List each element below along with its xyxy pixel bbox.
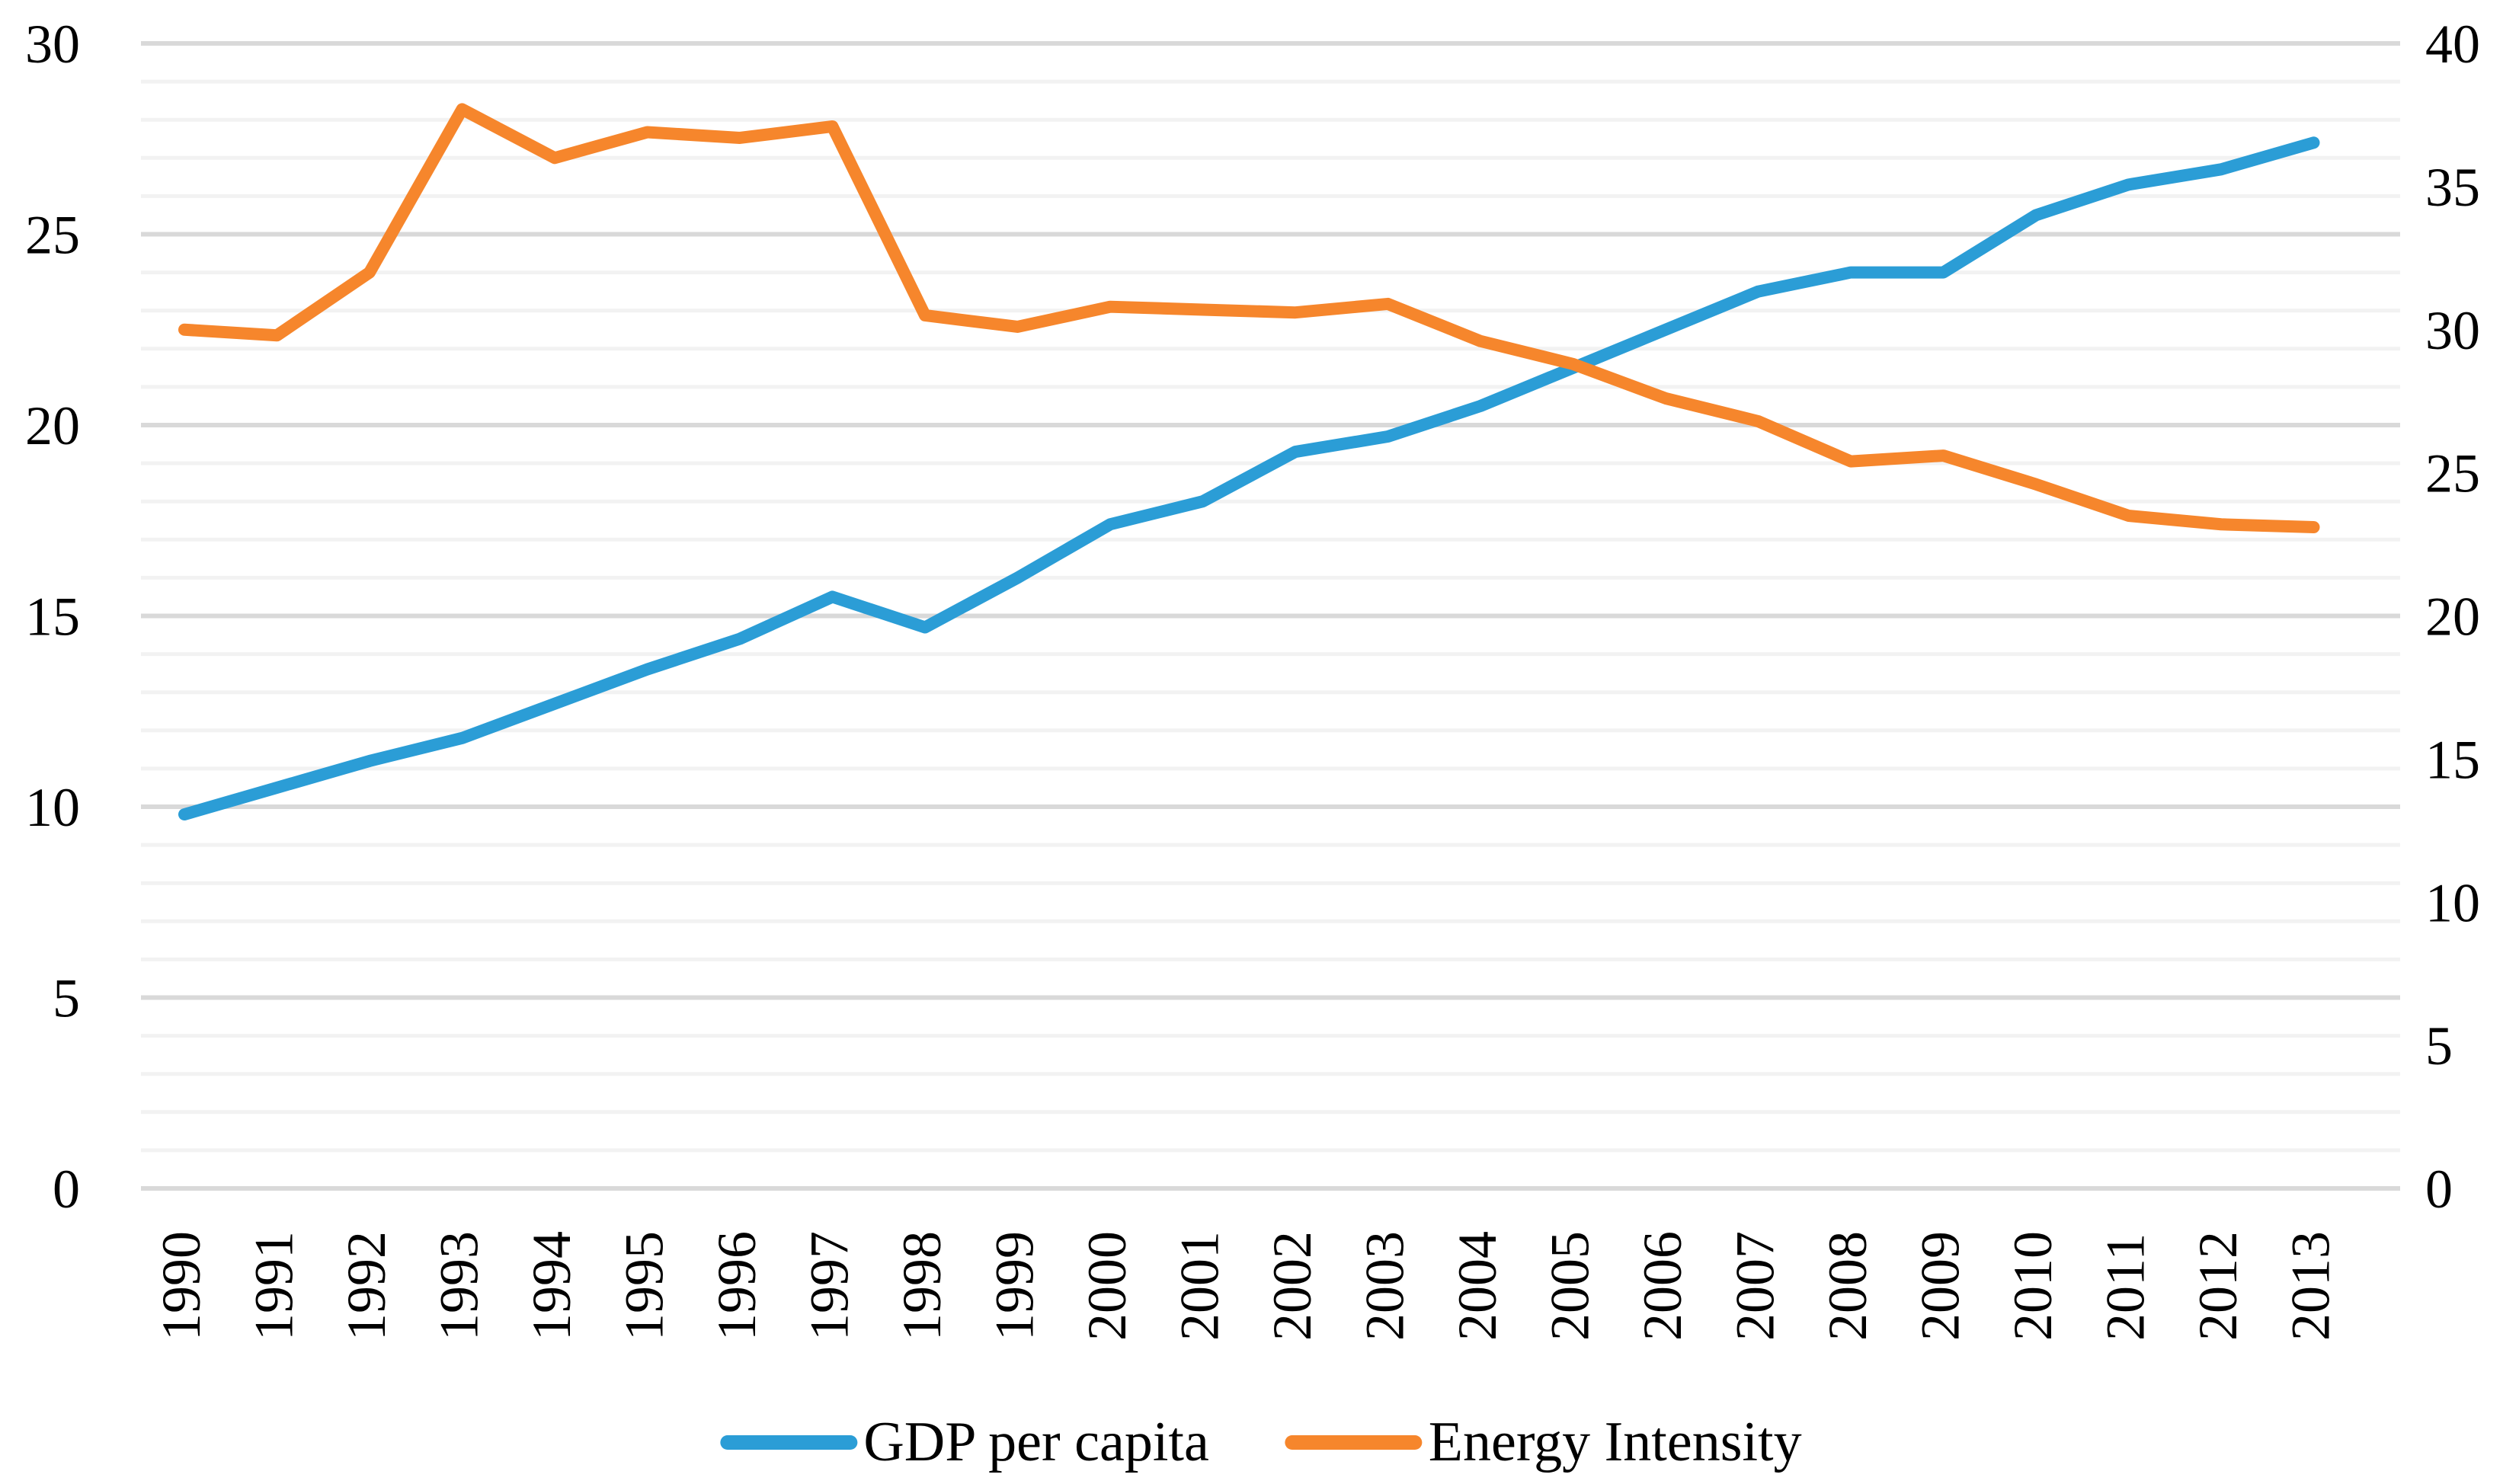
x-axis-year-2001: 2001 xyxy=(1170,1231,1231,1341)
left-axis-tick-15: 15 xyxy=(25,587,80,648)
legend-label-gdp-per-capita: GDP per capita xyxy=(863,1411,1209,1473)
legend-item-energy-intensity[interactable]: Energy Intensity xyxy=(1285,1414,1802,1470)
right-axis-tick-5: 5 xyxy=(2425,1015,2453,1076)
energy-intensity-line-swatch xyxy=(1285,1434,1423,1450)
gridlines xyxy=(141,41,2400,1191)
x-axis-year-2000: 2000 xyxy=(1077,1231,1138,1341)
x-axis-year-1990: 1990 xyxy=(151,1231,212,1341)
x-axis-year-2013: 2013 xyxy=(2281,1231,2341,1341)
x-axis-year-2006: 2006 xyxy=(1632,1231,1693,1341)
x-axis-year-1991: 1991 xyxy=(244,1231,305,1341)
right-axis-tick-20: 20 xyxy=(2425,587,2480,648)
left-axis-tick-20: 20 xyxy=(25,395,80,456)
left-axis-tick-labels: 30 25 20 15 10 5 0 xyxy=(25,14,80,1220)
x-axis-year-1994: 1994 xyxy=(521,1231,582,1341)
x-axis-year-2010: 2010 xyxy=(2002,1231,2063,1341)
x-axis-year-1996: 1996 xyxy=(706,1231,767,1341)
left-axis-tick-5: 5 xyxy=(53,968,80,1029)
right-axis-tick-0: 0 xyxy=(2425,1159,2453,1220)
x-axis-year-2012: 2012 xyxy=(2188,1231,2249,1341)
gdp-per-capita-line-swatch xyxy=(720,1434,858,1450)
right-axis-tick-labels: 40 35 30 25 20 15 10 5 0 xyxy=(2425,14,2480,1220)
x-axis-year-1995: 1995 xyxy=(614,1231,675,1341)
x-axis-year-1992: 1992 xyxy=(336,1231,397,1341)
left-axis-tick-25: 25 xyxy=(25,205,80,266)
x-axis-year-2007: 2007 xyxy=(1725,1231,1786,1341)
x-axis-year-2008: 2008 xyxy=(1817,1231,1878,1341)
right-axis-tick-40: 40 xyxy=(2425,14,2480,75)
line-gdp-per-capita xyxy=(178,136,2320,821)
legend: GDP per capita Energy Intensity xyxy=(720,1411,1802,1473)
right-axis-tick-15: 15 xyxy=(2425,729,2480,790)
right-axis-tick-30: 30 xyxy=(2425,300,2480,361)
left-axis-tick-0: 0 xyxy=(53,1159,80,1220)
right-axis-tick-35: 35 xyxy=(2425,157,2480,218)
legend-label-energy-intensity: Energy Intensity xyxy=(1428,1411,1802,1473)
right-axis-tick-25: 25 xyxy=(2425,443,2480,504)
data-series-lines xyxy=(178,103,2320,821)
left-axis-tick-10: 10 xyxy=(25,777,80,838)
x-axis-year-2004: 2004 xyxy=(1447,1231,1508,1341)
x-axis-year-1999: 1999 xyxy=(984,1231,1045,1341)
x-axis-year-2009: 2009 xyxy=(1910,1231,1971,1341)
x-axis-year-1993: 1993 xyxy=(429,1231,490,1341)
right-axis-tick-10: 10 xyxy=(2425,872,2480,933)
x-axis-year-1998: 1998 xyxy=(891,1231,952,1341)
x-axis-year-1997: 1997 xyxy=(799,1231,860,1341)
x-axis-year-2002: 2002 xyxy=(1262,1231,1323,1341)
left-axis-tick-30: 30 xyxy=(25,14,80,75)
x-axis-year-labels: 1990 1991 1992 1993 1994 1995 1996 1997 1998 1999… xyxy=(151,1231,2341,1341)
x-axis-year-2011: 2011 xyxy=(2095,1233,2156,1341)
x-axis-year-2003: 2003 xyxy=(1355,1231,1416,1341)
legend-item-gdp-per-capita[interactable]: GDP per capita xyxy=(720,1411,1209,1473)
line-energy-intensity xyxy=(178,103,2320,534)
x-axis-year-2005: 2005 xyxy=(1540,1231,1601,1341)
